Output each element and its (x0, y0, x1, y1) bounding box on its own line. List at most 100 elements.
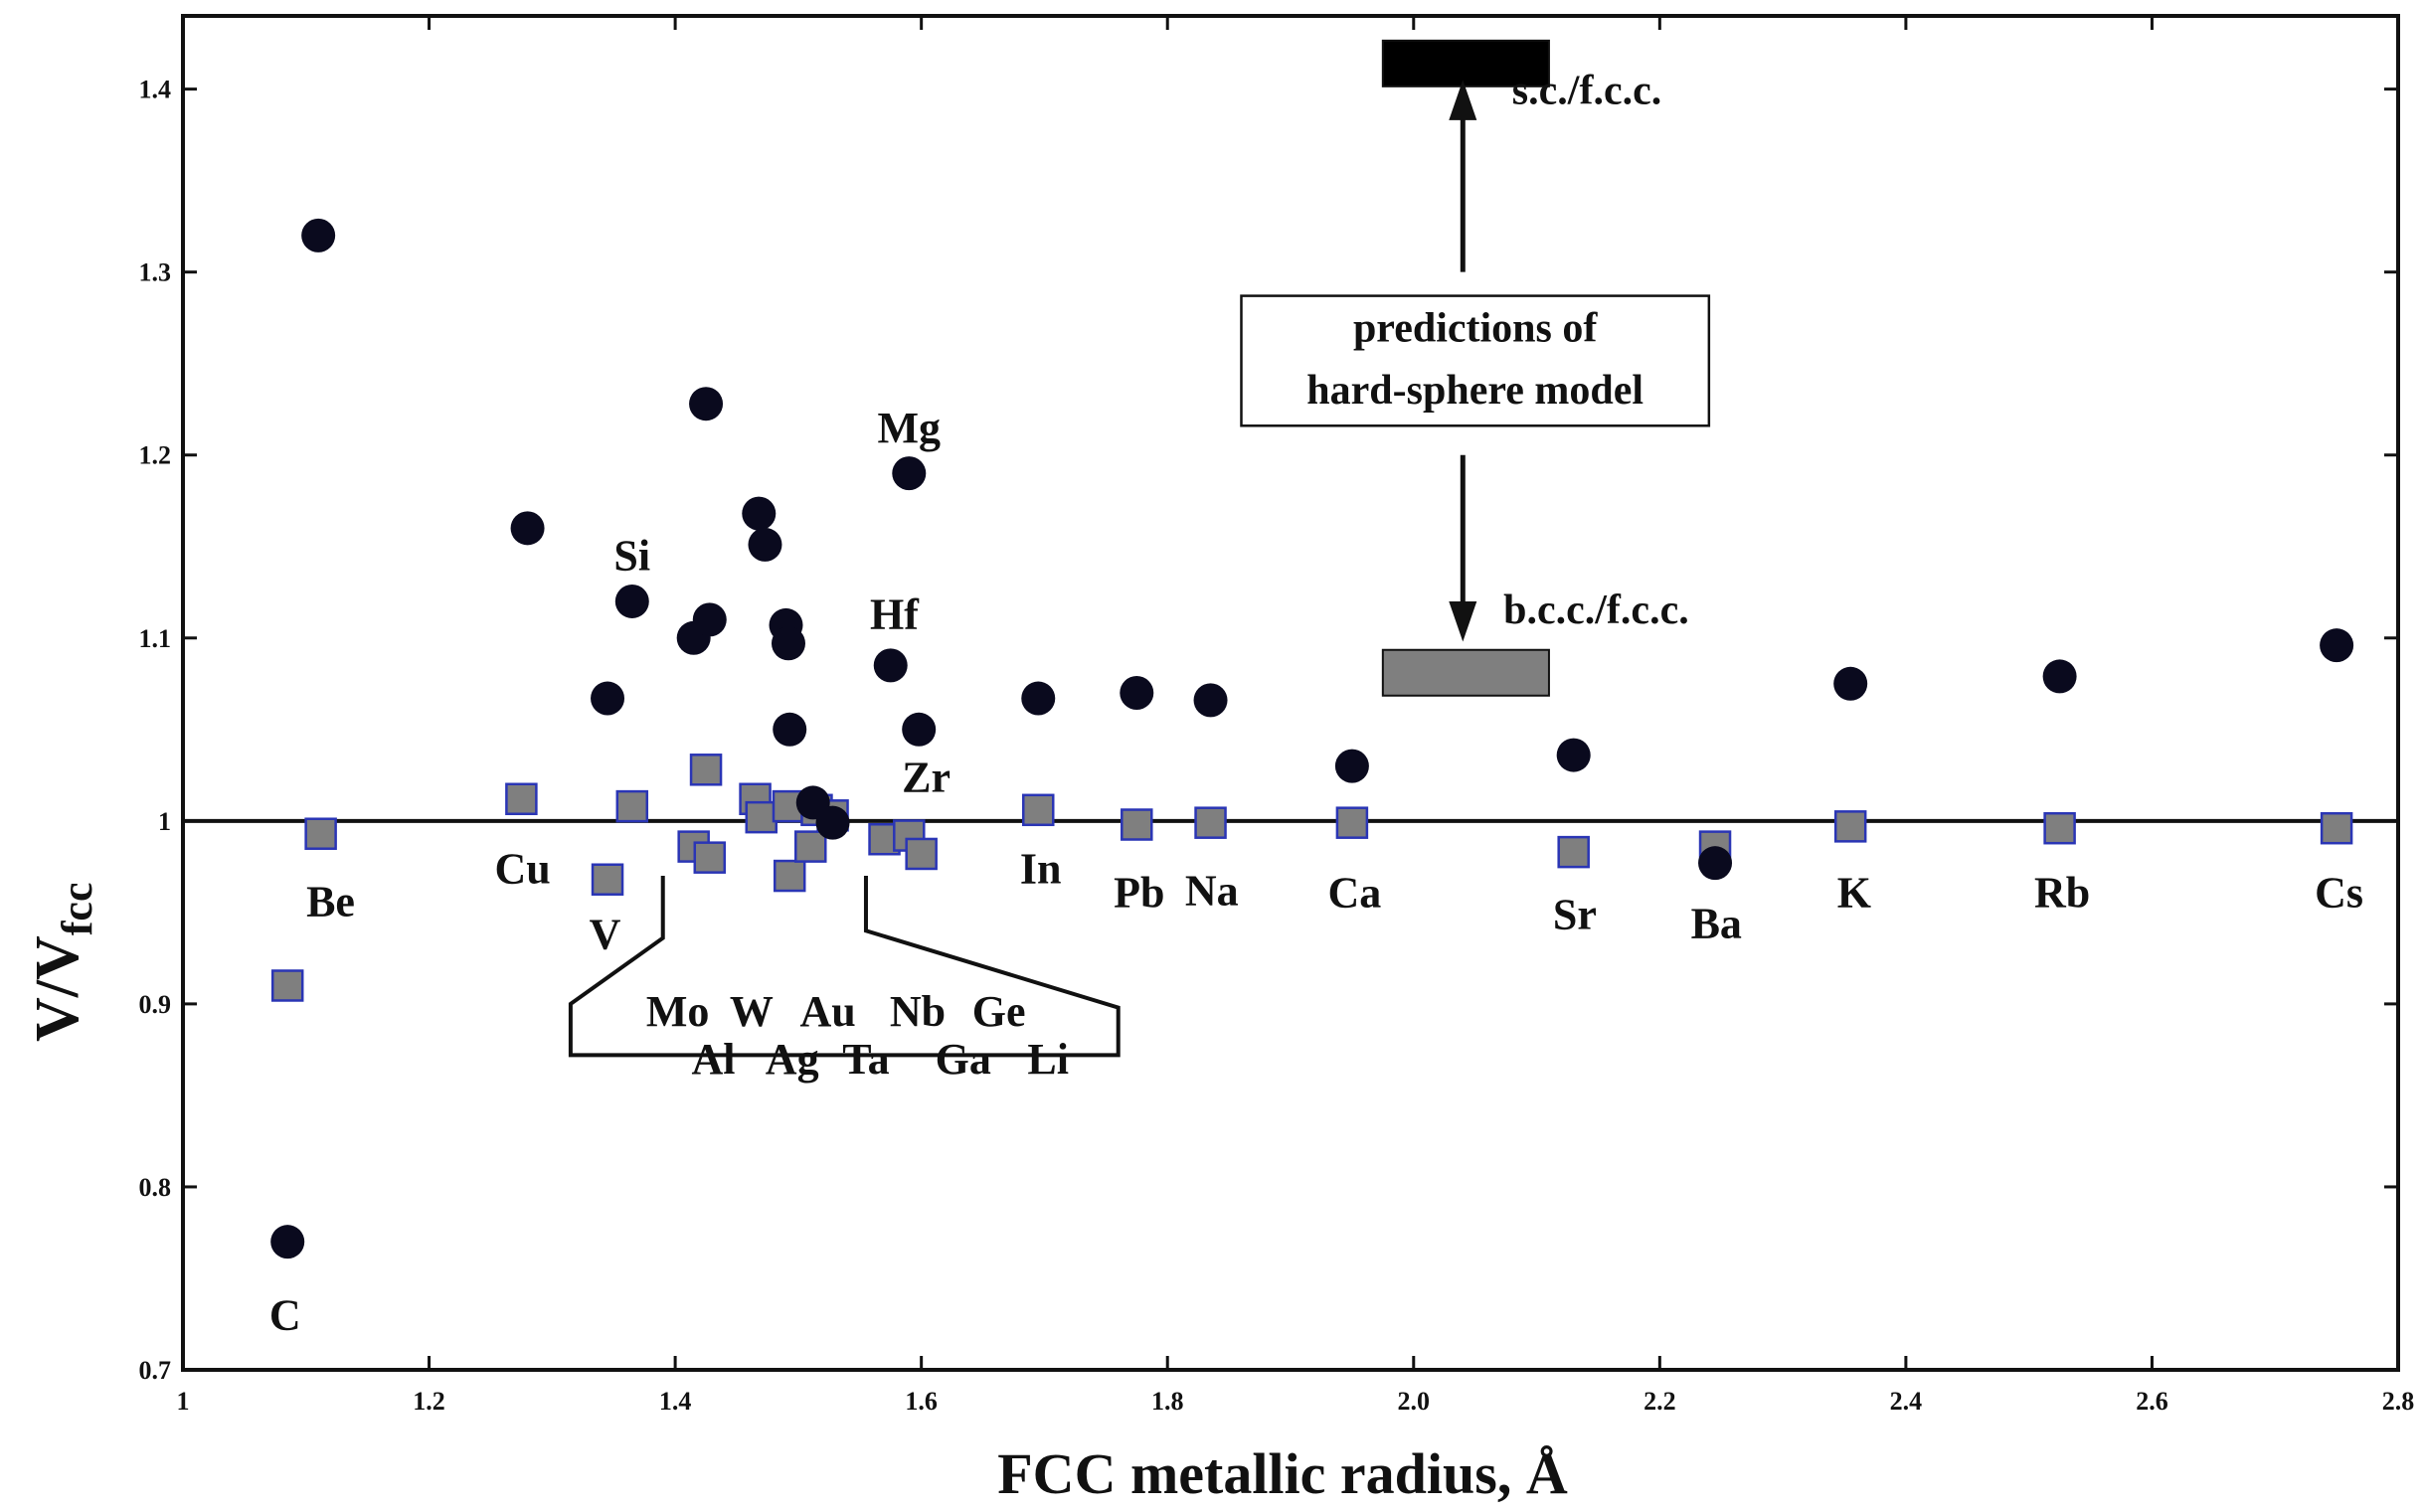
circle-marker (689, 387, 724, 421)
arrow-up-head (1449, 80, 1477, 120)
circle-marker (301, 218, 336, 252)
y-axis-title: V/Vfcc (24, 883, 101, 1043)
x-tick-label: 1.4 (659, 1387, 692, 1416)
circle-marker (1334, 749, 1369, 783)
square-marker (2043, 811, 2076, 845)
callout-element-label: W (730, 987, 774, 1036)
circle-marker (591, 681, 625, 716)
x-tick-label: 2.4 (1890, 1387, 1923, 1416)
x-tick-label: 2.2 (1644, 1387, 1676, 1416)
sc-fcc-label: s.c./f.c.c. (1512, 68, 1661, 113)
square-marker (773, 859, 806, 893)
element-label: Ca (1327, 868, 1381, 917)
arrow-down-head (1449, 600, 1477, 642)
y-tick-label: 0.9 (139, 990, 172, 1019)
bcc-fcc-label: b.c.c./f.c.c. (1503, 588, 1689, 633)
y-tick-label: 1 (158, 807, 171, 836)
circle-marker (1021, 681, 1056, 716)
callout-element-label: Mo (646, 987, 710, 1036)
circle-marker (270, 1225, 305, 1260)
circle-marker (1193, 683, 1228, 718)
circle-marker (815, 805, 850, 840)
bcc-fcc-bar (1381, 648, 1550, 697)
y-tick-label: 1.1 (139, 624, 172, 653)
square-marker (591, 863, 624, 896)
circle-marker (902, 712, 937, 747)
element-label: Na (1185, 867, 1239, 916)
callout-element-label: Ag (766, 1035, 819, 1084)
hcp-ratio-series (270, 218, 2354, 1260)
y-axis-title-group: V/Vfcc (24, 883, 101, 1043)
element-label: Si (613, 532, 650, 581)
callout-element-label: Ga (936, 1035, 991, 1084)
element-label: Cs (2315, 868, 2363, 917)
element-label: Rb (2034, 868, 2090, 917)
element-label: Zr (902, 753, 951, 801)
square-marker (2320, 811, 2353, 845)
callout-element-label: Ge (972, 987, 1026, 1036)
annotation-box (1240, 294, 1711, 427)
x-axis-title: FCC metallic radius, Å (997, 1441, 1568, 1506)
element-label: C (269, 1291, 301, 1340)
square-marker (1194, 806, 1227, 839)
square-marker (794, 830, 827, 863)
y-axis-title-subscript: fcc (53, 883, 101, 936)
circle-marker (692, 602, 727, 637)
square-marker (1022, 793, 1055, 827)
circle-marker (1833, 666, 1868, 701)
circle-marker (892, 456, 927, 491)
element-label: Be (306, 878, 355, 926)
circle-marker (748, 527, 782, 562)
element-label: Sr (1553, 890, 1597, 938)
x-tick-label: 1 (177, 1387, 190, 1416)
element-label: Hf (870, 590, 920, 639)
element-labels: Be C Cu V Si Mg Hf Zr In Pb Na Ca Sr Ba K Rb Cs (269, 404, 2363, 1340)
x-tick-label: 2.8 (2382, 1387, 2415, 1416)
square-marker (304, 817, 337, 850)
axis-ticks: 1 1.2 1.4 1.6 1.8 2.0 2.2 2.4 2.6 2.8 0.7 0.8 0.9 1 1.… (139, 16, 2415, 1416)
circle-marker (510, 511, 545, 546)
callout-element-label: Li (1027, 1035, 1069, 1084)
element-callout: Mo W Au Nb Ge Al Ag Ta Ga Li (568, 876, 1121, 1084)
callout-element-label: Ta (842, 1035, 889, 1084)
sc-fcc-bar (1381, 39, 1550, 87)
circle-marker (873, 648, 908, 683)
callout-bracket (568, 876, 1121, 1058)
annotation-line-1: predictions of (1353, 306, 1598, 352)
element-label: Ba (1691, 900, 1742, 948)
hard-sphere-annotation: predictions of hard-sphere model (1240, 80, 1711, 642)
circle-marker (1698, 846, 1733, 881)
y-axis-title-main: V/V (24, 935, 91, 1042)
element-label: Pb (1114, 868, 1164, 917)
square-marker (1833, 810, 1867, 843)
square-marker (745, 800, 778, 834)
callout-element-label: Nb (890, 987, 946, 1036)
x-tick-label: 1.8 (1151, 1387, 1184, 1416)
y-tick-label: 0.8 (139, 1173, 172, 1202)
y-tick-label: 1.4 (139, 76, 172, 104)
x-tick-label: 2.0 (1398, 1387, 1431, 1416)
circle-marker (1120, 676, 1154, 710)
square-marker (693, 841, 727, 874)
square-marker (905, 837, 938, 871)
element-label: Cu (495, 844, 551, 893)
square-marker (615, 789, 649, 823)
x-tick-label: 2.6 (2136, 1387, 2168, 1416)
square-marker (1557, 835, 1590, 869)
element-label: In (1020, 844, 1062, 893)
y-tick-label: 1.2 (139, 441, 172, 470)
circle-marker (742, 496, 777, 531)
square-marker (505, 782, 538, 816)
callout-element-label: Al (691, 1035, 735, 1084)
circle-marker (771, 626, 805, 661)
y-tick-label: 1.3 (139, 258, 172, 287)
callout-element-label: Au (799, 987, 855, 1036)
element-label: V (590, 911, 621, 959)
circle-marker (2042, 659, 2077, 694)
circle-marker (614, 584, 649, 618)
circle-marker (2320, 628, 2354, 663)
annotation-line-2: hard-sphere model (1306, 368, 1644, 414)
x-tick-label: 1.2 (413, 1387, 445, 1416)
